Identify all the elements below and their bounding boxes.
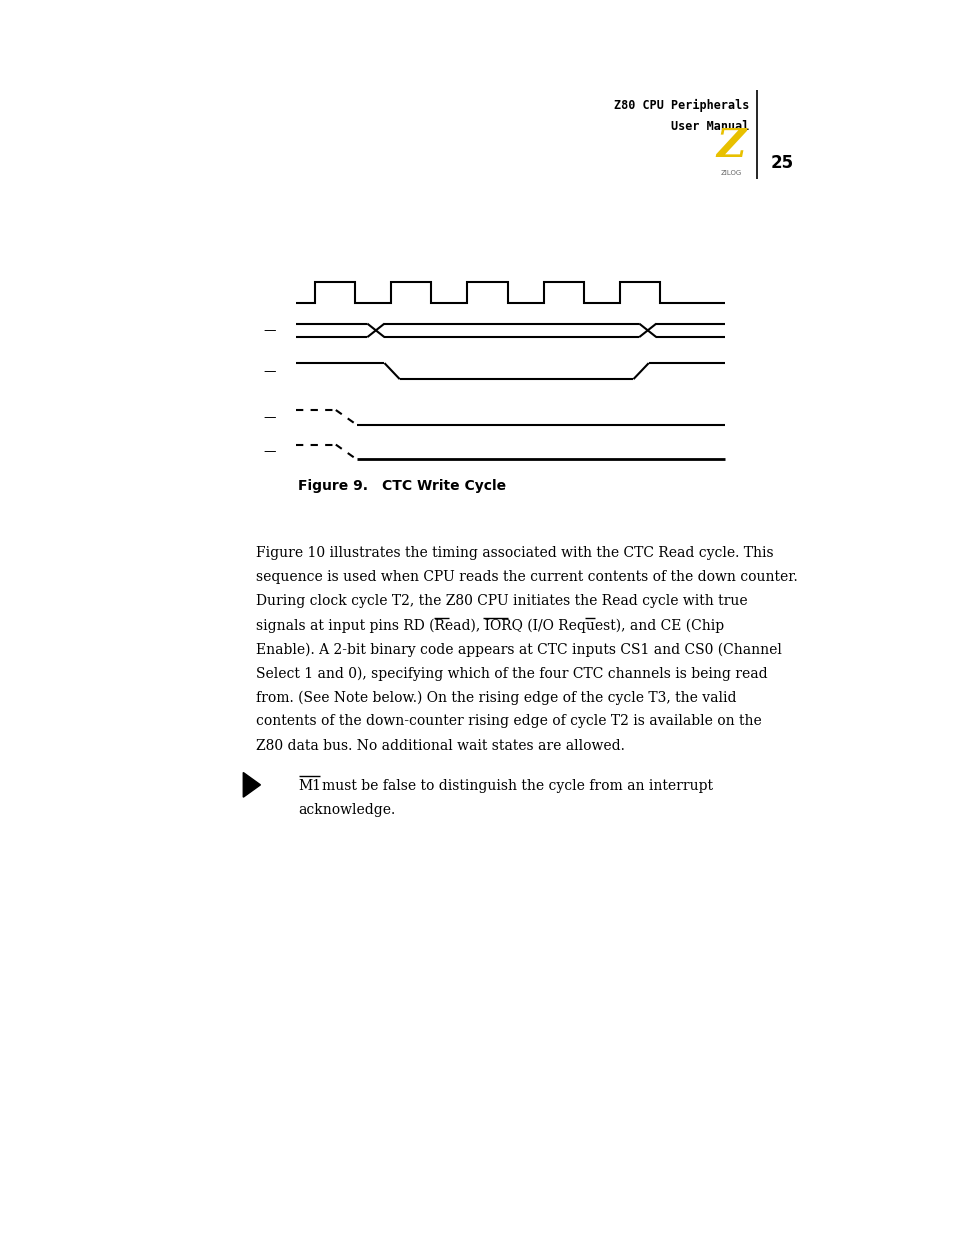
Text: During clock cycle T2, the Z80 CPU initiates the Read cycle with true: During clock cycle T2, the Z80 CPU initi… <box>255 594 746 608</box>
Text: CTC Write Cycle: CTC Write Cycle <box>381 479 505 493</box>
Text: M1: M1 <box>298 779 321 793</box>
Text: Select 1 and 0), specifying which of the four CTC channels is being read: Select 1 and 0), specifying which of the… <box>255 667 766 680</box>
Text: signals at input pins RD (Read), IORQ (I/O Request), and CE (Chip: signals at input pins RD (Read), IORQ (I… <box>255 618 723 632</box>
Text: from. (See Note below.) On the rising edge of the cycle T3, the valid: from. (See Note below.) On the rising ed… <box>255 690 736 705</box>
Text: —: — <box>263 364 276 378</box>
Text: Enable). A 2-bit binary code appears at CTC inputs CS1 and CS0 (Channel: Enable). A 2-bit binary code appears at … <box>255 642 781 657</box>
Text: sequence is used when CPU reads the current contents of the down counter.: sequence is used when CPU reads the curr… <box>255 569 797 584</box>
Text: Figure 9.: Figure 9. <box>297 479 367 493</box>
Text: acknowledge.: acknowledge. <box>298 803 395 816</box>
Text: —: — <box>263 324 276 337</box>
Text: ZILOG: ZILOG <box>720 170 740 177</box>
Text: Z: Z <box>716 127 744 165</box>
Text: contents of the down-counter rising edge of cycle T2 is available on the: contents of the down-counter rising edge… <box>255 714 760 729</box>
Text: must be false to distinguish the cycle from an interrupt: must be false to distinguish the cycle f… <box>322 779 713 793</box>
Text: —: — <box>263 411 276 424</box>
Text: —: — <box>263 446 276 458</box>
Text: Figure 10 illustrates the timing associated with the CTC Read cycle. This: Figure 10 illustrates the timing associa… <box>255 546 773 559</box>
Text: Z80 data bus. No additional wait states are allowed.: Z80 data bus. No additional wait states … <box>255 739 624 752</box>
Text: Z80 CPU Peripherals: Z80 CPU Peripherals <box>614 99 749 112</box>
Text: User Manual: User Manual <box>671 120 749 133</box>
Text: 25: 25 <box>770 154 793 172</box>
Polygon shape <box>243 773 260 798</box>
